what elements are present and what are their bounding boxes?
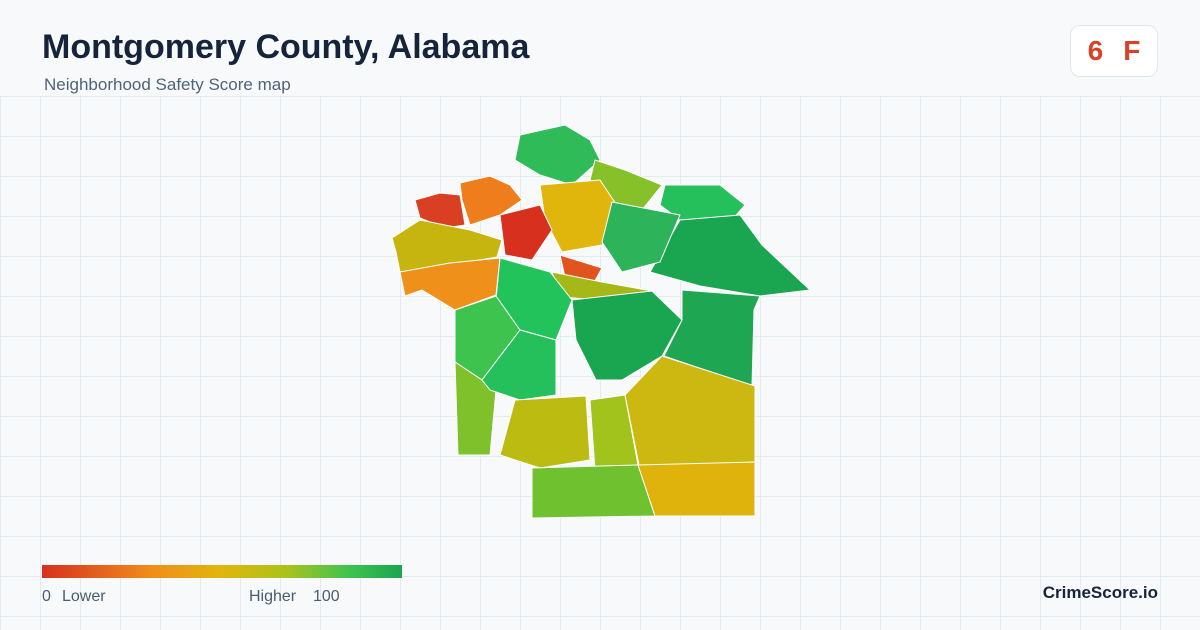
region	[649, 214, 811, 297]
title: Montgomery County, Alabama	[42, 28, 530, 66]
subtitle: Neighborhood Safety Score map	[44, 75, 291, 94]
region	[571, 290, 683, 381]
brand: CrimeScore.io	[1042, 583, 1158, 602]
region	[637, 461, 756, 517]
region	[459, 175, 523, 226]
region	[391, 219, 503, 273]
legend-min-label: Lower	[62, 588, 106, 605]
grade: F	[1123, 35, 1141, 66]
region	[499, 204, 553, 261]
score-badge: 6 F	[1070, 25, 1158, 77]
region	[601, 201, 681, 273]
score: 6	[1087, 35, 1104, 66]
legend-max: 100	[313, 588, 340, 605]
header-band	[0, 0, 1200, 96]
region	[414, 192, 466, 229]
legend-max-label: Higher	[249, 588, 297, 605]
region	[624, 355, 756, 471]
region	[514, 124, 601, 186]
region	[499, 395, 591, 469]
region	[531, 464, 656, 519]
legend-gradient	[42, 565, 402, 578]
legend-min: 0	[42, 588, 51, 605]
